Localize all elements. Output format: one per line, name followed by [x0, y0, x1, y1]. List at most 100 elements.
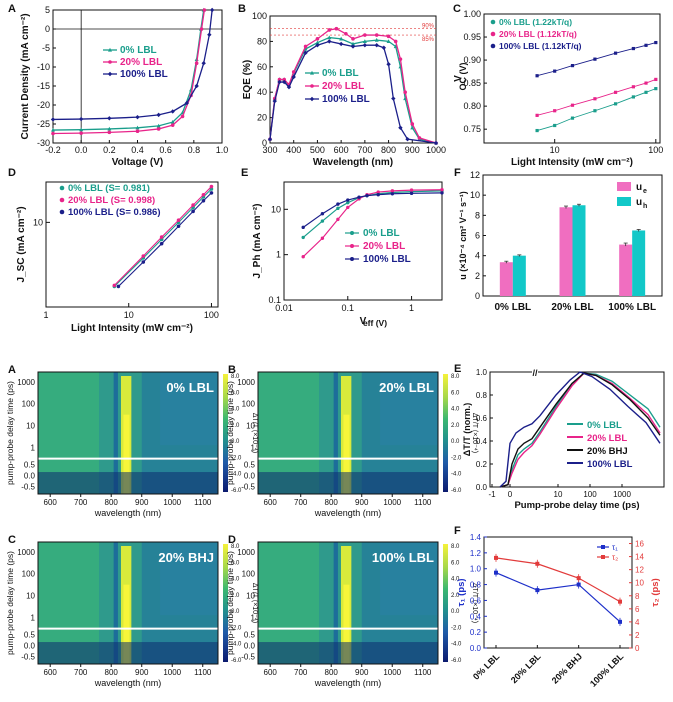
x-tick-label-E: 0.1: [342, 303, 355, 313]
data-point-D: [201, 198, 206, 203]
data-point-B: [374, 33, 379, 37]
plot-frame-C: [483, 13, 661, 144]
data-point-E: [320, 219, 325, 223]
y2-tick-label-F-bottom: 10: [635, 579, 644, 588]
legend-label-E: 100% LBL: [363, 254, 411, 265]
heat-x-tick-label: 700: [74, 668, 88, 677]
heat-y-tick-label: 100: [242, 400, 256, 409]
data-point-B: [386, 62, 391, 67]
heatmap-pre-zero: [38, 642, 218, 664]
y-tick-label-C: 0.95: [463, 32, 481, 42]
x-tick-label-E-bottom: 100: [583, 490, 597, 499]
y-tick-label-F-bottom: 1.4: [470, 533, 482, 542]
x-tick-label-E-bottom: 0: [508, 490, 513, 499]
y2-tick-label-F-bottom: 16: [635, 540, 644, 549]
x-tick-label-C: 100: [648, 145, 663, 155]
legend-label-C: 100% LBL (1.12kT/q): [499, 41, 582, 51]
data-point-A: [184, 100, 189, 106]
heat-x-tick-label: 1100: [194, 668, 212, 677]
x-tick-label-F-bottom: 20% LBL: [509, 651, 543, 685]
x-axis-label-B: Wavelength (nm): [313, 157, 393, 168]
colorbar-tick-label: 2.0: [231, 423, 240, 429]
y-tick-label-F-bottom: 0.2: [470, 628, 482, 637]
colorbar-tick-label: 6.0: [231, 560, 240, 566]
plot-frame-E-bottom: [489, 371, 665, 488]
legend-marker-A: [108, 60, 112, 64]
y-tick-label-F: 0: [475, 291, 480, 301]
heat-x-axis-label: wavelength (nm): [314, 508, 382, 518]
data-point-E: [301, 225, 305, 230]
data-point-E: [336, 217, 340, 222]
legend-label-F-bottom: τ₂: [612, 553, 618, 562]
data-point-B: [350, 44, 356, 49]
colorbar-tick-label: 2.0: [231, 593, 240, 599]
data-point-D: [141, 260, 146, 264]
heat-x-axis-label: wavelength (nm): [94, 508, 162, 518]
data-point-A: [135, 125, 140, 130]
data-point-B: [374, 37, 379, 42]
heat-x-axis-label: wavelength (nm): [314, 678, 382, 688]
data-point-B: [393, 39, 398, 44]
heat-x-tick-label: 800: [105, 668, 119, 677]
y-tick-label-C: 0.75: [463, 124, 481, 134]
y-tick-label-F: 4: [475, 251, 480, 261]
data-point-D: [116, 284, 121, 289]
data-point-D: [201, 192, 206, 197]
data-point-E: [320, 236, 325, 240]
panel-letter-heat: B: [228, 364, 236, 376]
x-axis-label-A: Voltage (V): [112, 157, 163, 168]
data-point-B: [338, 41, 344, 47]
kinetics-trace: [499, 371, 661, 488]
colorbar-tick-label: -4.0: [231, 642, 242, 648]
bar-F: [619, 244, 633, 296]
x-tick-label-B: 500: [310, 145, 325, 155]
data-point-D: [176, 224, 181, 229]
data-point-D: [191, 209, 195, 214]
heat-y-tick-label: -0.5: [241, 653, 255, 662]
data-point-B: [433, 140, 439, 146]
data-point-C: [654, 40, 658, 45]
y2-tick-label-F-bottom: 4: [635, 618, 640, 627]
legend-label-A: 20% LBL: [120, 57, 162, 68]
heat-y-axis-label: pump-probe delay time (ps): [225, 381, 235, 485]
heat-x-tick-label: 900: [355, 498, 369, 507]
colorbar: [443, 374, 448, 492]
colorbar-tick-label: -6.0: [231, 658, 242, 664]
data-point-C: [535, 128, 539, 133]
data-point-A: [79, 131, 83, 135]
data-point-A: [209, 7, 215, 13]
heat-y-tick-label: 1: [31, 444, 36, 453]
heat-y-tick-label: 1000: [17, 548, 35, 557]
data-point-A: [107, 130, 112, 135]
heatmap-frame: [257, 371, 439, 495]
legend-label-E: 0% LBL: [363, 228, 400, 239]
panel-letter-C: C: [453, 3, 461, 15]
heat-y-tick-label: 10: [246, 422, 255, 431]
legend-marker-A: [108, 47, 112, 52]
colorbar-tick-label: -6.0: [231, 488, 242, 494]
data-point-B: [386, 34, 391, 39]
x-tick-label-B: 400: [286, 145, 301, 155]
y2-tick-label-F-bottom: 0: [635, 644, 640, 653]
y-axis-label-F-bottom: τ₁ (ps): [456, 578, 467, 606]
colorbar-tick-label: -2.0: [231, 625, 242, 631]
data-point-B: [403, 90, 407, 94]
panel-letter-heat: A: [8, 364, 16, 376]
heatmap-band-peak: [343, 414, 350, 494]
heat-y-tick-label: -0.5: [241, 483, 255, 492]
legend-marker-E: [350, 244, 354, 248]
y-tick-label-E-bottom: 1.0: [476, 368, 488, 377]
tau-line: [495, 572, 621, 623]
y-tick-label-F: 2: [475, 271, 480, 281]
data-point-A: [194, 83, 199, 89]
x-tick-label-E-bottom: -1: [488, 490, 496, 499]
colorbar-tick-label: -4.0: [231, 472, 242, 478]
data-point-C: [553, 123, 557, 128]
colorbar: [223, 374, 228, 492]
x-tick-label-E: 0.01: [275, 303, 293, 313]
y-tick-label-A: -5: [42, 43, 50, 53]
legend-label-F-bottom: τ₁: [612, 543, 618, 552]
data-point-D: [209, 191, 214, 195]
data-point-B: [286, 84, 292, 90]
heat-y-tick-label: 1000: [237, 548, 255, 557]
